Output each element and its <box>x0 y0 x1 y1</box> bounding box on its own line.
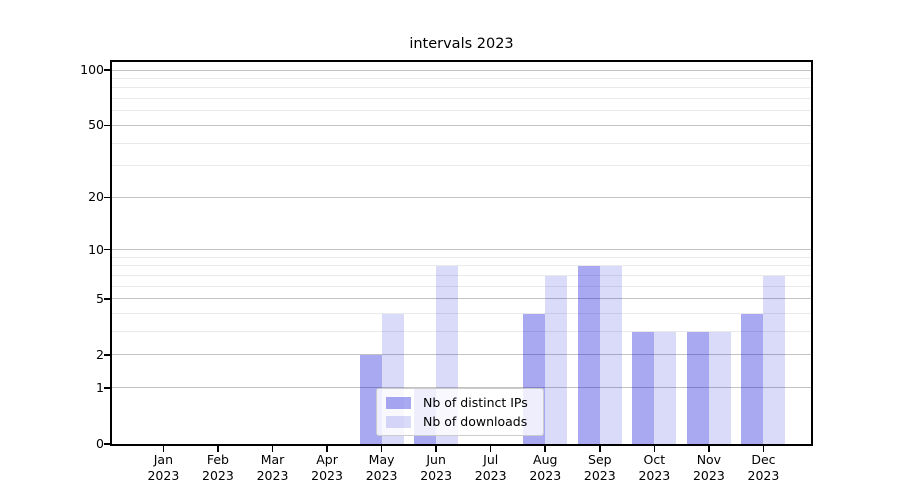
x-tick-label-nov: Nov 2023 <box>692 452 725 483</box>
gridline-major-100 <box>112 69 811 71</box>
x-tick-label-may: May 2023 <box>365 452 398 483</box>
x-tick-mark-jun <box>435 446 437 452</box>
y-tick-mark-2 <box>104 354 110 356</box>
y-tick-mark-0 <box>104 443 110 445</box>
bar-downloads-dec <box>763 275 786 444</box>
gridline-minor-40 <box>112 142 811 144</box>
x-tick-mark-dec <box>762 446 765 452</box>
bar-downloads-nov <box>708 331 731 444</box>
gridline-major-20 <box>112 196 811 198</box>
x-tick-mark-mar <box>271 446 274 452</box>
legend: Nb of distinct IPs Nb of downloads <box>376 388 544 436</box>
gridline-major-5 <box>112 298 811 300</box>
x-tick-mark-sep <box>599 446 601 452</box>
x-tick-mark-oct <box>653 446 656 452</box>
x-tick-mark-may <box>380 446 383 452</box>
x-tick-label-sep: Sep 2023 <box>583 452 616 483</box>
gridline-minor-60 <box>112 110 811 112</box>
x-tick-label-dec: Dec 2023 <box>747 452 780 483</box>
x-tick-label-mar: Mar 2023 <box>256 452 289 483</box>
x-tick-mark-nov <box>708 446 710 452</box>
bar-distinct-ips-oct <box>632 331 655 444</box>
gridline-minor-70 <box>112 98 811 100</box>
y-tick-label-100: 100 <box>80 62 104 78</box>
x-tick-mark-jan <box>162 446 165 452</box>
legend-item-distinct-ips: Nb of distinct IPs <box>386 395 543 410</box>
y-tick-mark-5 <box>104 298 110 300</box>
y-tick-mark-100 <box>104 69 110 71</box>
gridline-major-50 <box>112 124 811 126</box>
legend-item-downloads: Nb of downloads <box>386 414 543 429</box>
x-tick-mark-aug <box>544 446 547 452</box>
gridline-minor-90 <box>112 77 811 79</box>
y-tick-label-10: 10 <box>88 241 104 257</box>
chart-title: intervals 2023 <box>409 36 514 52</box>
gridline-major-1 <box>112 387 811 389</box>
legend-swatch-downloads <box>386 415 411 428</box>
gridline-minor-4 <box>112 313 811 315</box>
gridline-minor-8 <box>112 265 811 267</box>
bar-distinct-ips-dec <box>741 313 764 444</box>
y-tick-label-2: 2 <box>96 346 104 362</box>
gridline-minor-80 <box>112 87 811 89</box>
x-tick-label-oct: Oct 2023 <box>638 452 671 483</box>
gridline-major-10 <box>112 249 811 251</box>
gridline-major-2 <box>112 354 811 356</box>
gridline-minor-6 <box>112 285 811 287</box>
y-tick-mark-50 <box>104 124 110 127</box>
y-tick-label-50: 50 <box>88 117 104 133</box>
y-tick-label-20: 20 <box>88 189 104 205</box>
y-tick-mark-1 <box>104 387 110 389</box>
x-tick-label-aug: Aug 2023 <box>529 452 562 483</box>
bar-downloads-sep <box>599 265 622 444</box>
gridline-minor-9 <box>112 256 811 258</box>
y-tick-label-1: 1 <box>96 379 104 395</box>
legend-label-distinct-ips: Nb of distinct IPs <box>423 395 528 410</box>
x-tick-mark-apr <box>326 446 328 452</box>
x-tick-label-jul: Jul 2023 <box>474 452 507 483</box>
gridline-minor-30 <box>112 165 811 167</box>
gridline-minor-7 <box>112 275 811 276</box>
bar-downloads-oct <box>654 331 677 444</box>
legend-swatch-distinct-ips <box>386 396 411 409</box>
x-tick-label-jun: Jun 2023 <box>420 452 453 483</box>
y-tick-label-5: 5 <box>96 290 104 306</box>
y-tick-mark-10 <box>104 248 110 251</box>
bar-downloads-aug <box>545 275 568 444</box>
legend-label-downloads: Nb of downloads <box>423 414 528 429</box>
x-tick-label-apr: Apr 2023 <box>311 452 343 483</box>
bar-distinct-ips-nov <box>686 331 709 444</box>
x-tick-label-feb: Feb 2023 <box>202 452 234 483</box>
y-tick-label-0: 0 <box>96 436 104 451</box>
y-tick-mark-20 <box>104 196 110 199</box>
x-tick-mark-jul <box>489 446 492 452</box>
x-tick-label-jan: Jan 2023 <box>147 452 180 483</box>
gridline-minor-3 <box>112 331 811 333</box>
bar-distinct-ips-sep <box>577 265 600 444</box>
x-tick-mark-feb <box>217 446 219 452</box>
